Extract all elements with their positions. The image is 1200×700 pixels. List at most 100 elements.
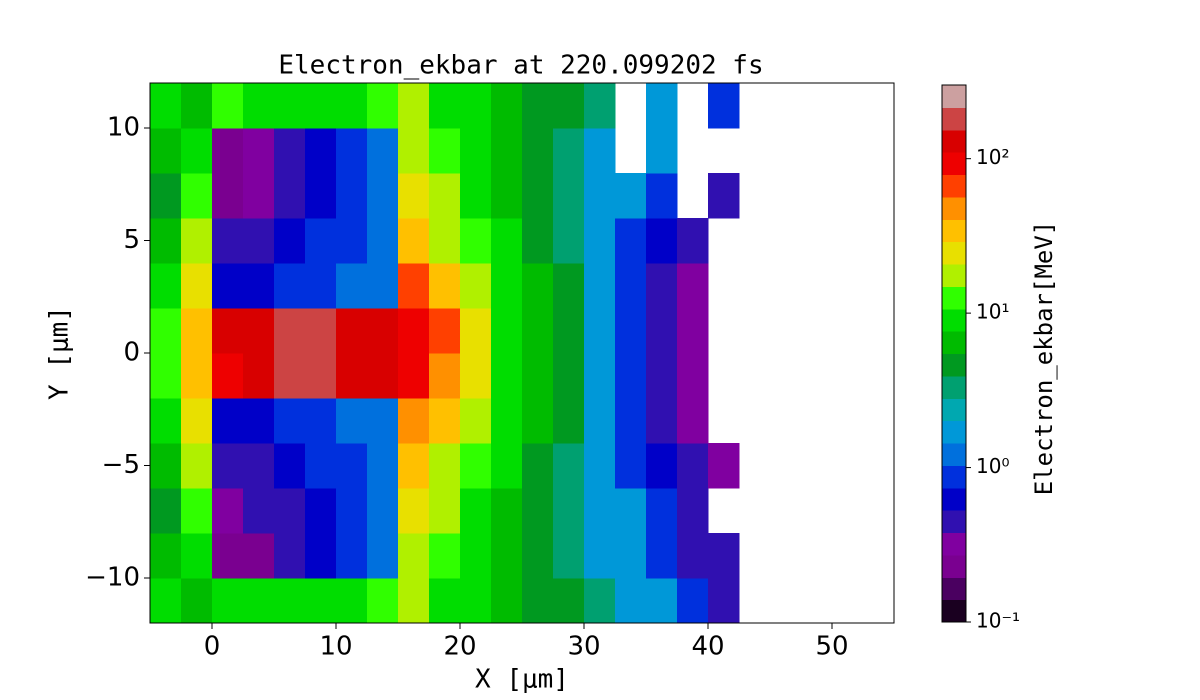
- heatmap-cell: [305, 578, 337, 624]
- colorbar-tick-label: 10⁰: [976, 454, 1009, 478]
- heatmap-cell: [181, 83, 213, 129]
- heatmap-cell: [584, 173, 616, 219]
- heatmap-cell: [243, 353, 275, 399]
- colorbar-band: [942, 420, 966, 444]
- heatmap-cell: [677, 263, 709, 309]
- heatmap-cell: [398, 488, 430, 534]
- heatmap-cell: [274, 443, 306, 489]
- y-tick-label: 5: [123, 225, 140, 255]
- heatmap-cell: [584, 218, 616, 264]
- heatmap-cell: [150, 398, 182, 444]
- heatmap-cell: [646, 443, 678, 489]
- heatmap-cell: [646, 83, 678, 129]
- heatmap-cell: [491, 443, 523, 489]
- colorbar-band: [942, 398, 966, 422]
- colorbar-band: [942, 196, 966, 220]
- heatmap-cell: [181, 398, 213, 444]
- heatmap-cell: [181, 263, 213, 309]
- heatmap-cell: [336, 83, 368, 129]
- heatmap-cell: [212, 128, 244, 174]
- heatmap-cell: [460, 83, 492, 129]
- heatmap-cell: [646, 263, 678, 309]
- colorbar-tick-label: 10¹: [976, 300, 1009, 324]
- heatmap-cell: [274, 263, 306, 309]
- heatmap-cell: [522, 173, 554, 219]
- heatmap-cell: [615, 353, 647, 399]
- heatmap-cell: [367, 173, 399, 219]
- heatmap-cell: [150, 83, 182, 129]
- heatmap-cell: [522, 83, 554, 129]
- heatmap-cell: [150, 173, 182, 219]
- heatmap-cell: [150, 578, 182, 624]
- heatmap-cell: [553, 578, 585, 624]
- heatmap-cell: [398, 443, 430, 489]
- heatmap-cell: [584, 83, 616, 129]
- heatmap-cell: [336, 578, 368, 624]
- heatmap-cell: [677, 443, 709, 489]
- heatmap-cell: [646, 578, 678, 624]
- y-tick-label: −10: [85, 563, 140, 593]
- heatmap-cell: [708, 173, 740, 219]
- heatmap-cell: [305, 83, 337, 129]
- heatmap-cell: [212, 533, 244, 579]
- colorbar-band: [942, 107, 966, 131]
- heatmap-cell: [367, 83, 399, 129]
- colorbar-band: [942, 532, 966, 556]
- x-tick-label: 10: [319, 632, 352, 662]
- heatmap-cell: [491, 218, 523, 264]
- heatmap-cell: [429, 353, 461, 399]
- heatmap-cell: [367, 263, 399, 309]
- heatmap-cell: [336, 218, 368, 264]
- heatmap-cell: [584, 578, 616, 624]
- y-tick-label: −5: [102, 450, 140, 480]
- heatmap-cell: [336, 488, 368, 534]
- heatmap-cell: [429, 533, 461, 579]
- heatmap-cell: [150, 128, 182, 174]
- heatmap-cell: [429, 578, 461, 624]
- heatmap-cell: [336, 533, 368, 579]
- heatmap-cell: [646, 173, 678, 219]
- heatmap-cell: [491, 398, 523, 444]
- heatmap-cell: [708, 578, 740, 624]
- heatmap-cell: [615, 173, 647, 219]
- colorbar-label: Electron_ekbar[MeV]: [1030, 221, 1058, 496]
- heatmap-cell: [212, 353, 244, 399]
- heatmap-cell: [522, 578, 554, 624]
- heatmap-cell: [460, 443, 492, 489]
- heatmap-cell: [274, 173, 306, 219]
- heatmap-cell: [460, 398, 492, 444]
- heatmap-cell: [553, 128, 585, 174]
- heatmap-cell: [460, 128, 492, 174]
- heatmap-cell: [553, 353, 585, 399]
- heatmap-cell: [212, 83, 244, 129]
- heatmap-cell: [491, 533, 523, 579]
- heatmap-cell: [398, 578, 430, 624]
- heatmap-cell: [398, 263, 430, 309]
- x-tick-label: 0: [204, 632, 221, 662]
- heatmap-cell: [274, 308, 306, 354]
- heatmap-cell: [367, 308, 399, 354]
- heatmap-cell: [398, 173, 430, 219]
- heatmap-cell: [212, 218, 244, 264]
- heatmap-cell: [212, 263, 244, 309]
- heatmap-cell: [677, 533, 709, 579]
- heatmap-cell: [646, 218, 678, 264]
- heatmap-cell: [212, 443, 244, 489]
- heatmap-cell: [274, 353, 306, 399]
- colorbar-band: [942, 264, 966, 287]
- heatmap-cell: [398, 533, 430, 579]
- colorbar-frame: [941, 84, 967, 623]
- x-tick-label: 30: [567, 632, 600, 662]
- heatmap-cell: [553, 308, 585, 354]
- heatmap-cell: [150, 533, 182, 579]
- heatmap-cell: [615, 443, 647, 489]
- x-tick-label: 50: [815, 632, 848, 662]
- heatmap-cell: [305, 533, 337, 579]
- heatmap-cell: [708, 83, 740, 129]
- heatmap-cell: [181, 308, 213, 354]
- colorbar-band: [942, 129, 966, 153]
- heatmap-cell: [150, 353, 182, 399]
- heatmap-cell: [491, 83, 523, 129]
- heatmap-cell: [584, 308, 616, 354]
- heatmap-cell: [212, 578, 244, 624]
